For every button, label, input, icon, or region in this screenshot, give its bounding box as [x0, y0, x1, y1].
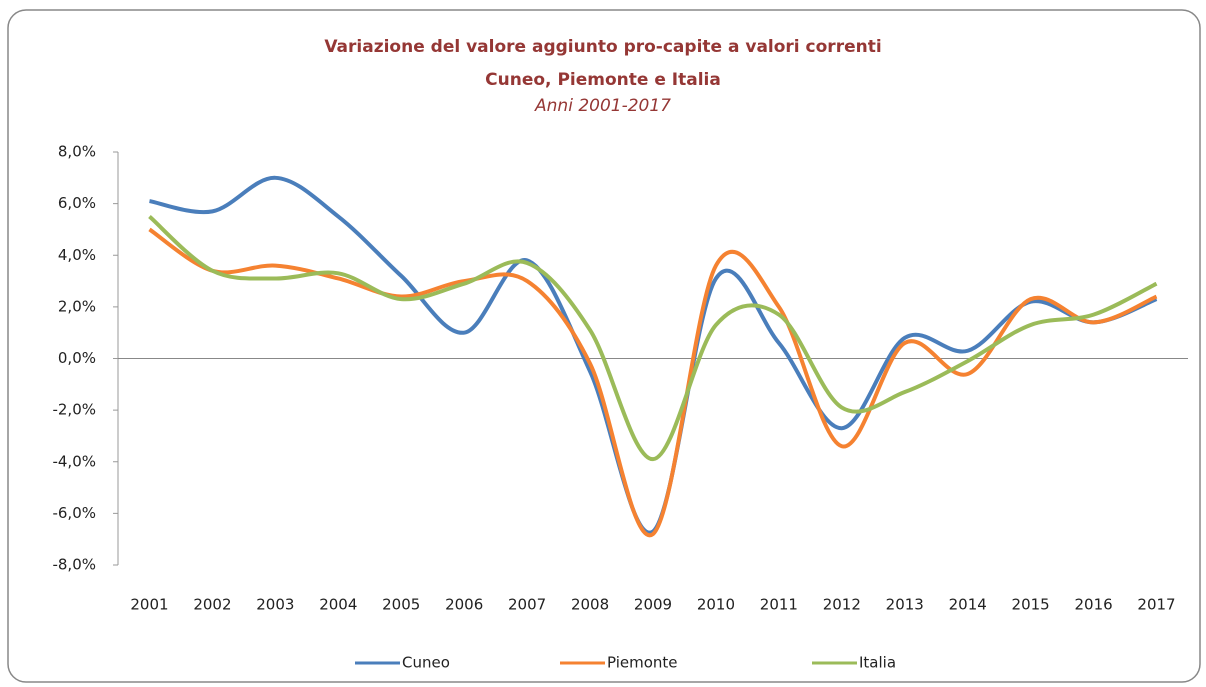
x-tick-label: 2017: [1137, 596, 1175, 614]
x-tick-label: 2009: [634, 596, 672, 614]
y-tick-label: 2,0%: [58, 297, 96, 315]
x-tick-label: 2005: [382, 596, 420, 614]
legend-label: Piemonte: [607, 654, 678, 672]
legend-label: Cuneo: [402, 654, 450, 672]
x-tick-label: 2016: [1074, 596, 1112, 614]
y-tick-label: -8,0%: [52, 556, 96, 574]
x-tick-label: 2008: [571, 596, 609, 614]
x-tick-label: 2002: [193, 596, 231, 614]
series-line: [148, 215, 1158, 462]
y-tick-label: -2,0%: [52, 401, 96, 419]
y-tick-label: 6,0%: [58, 194, 96, 212]
chart-subtitle: Cuneo, Piemonte e Italia: [485, 70, 721, 90]
x-tick-label: 2001: [130, 596, 168, 614]
x-tick-label: 2006: [445, 596, 483, 614]
x-tick-label: 2011: [760, 596, 798, 614]
x-tick-label: 2013: [886, 596, 924, 614]
y-tick-label: 4,0%: [58, 246, 96, 264]
x-tick-label: 2015: [1012, 596, 1050, 614]
x-tick-label: 2012: [823, 596, 861, 614]
x-tick-label: 2007: [508, 596, 546, 614]
y-tick-label: -6,0%: [52, 504, 96, 522]
x-tick-label: 2014: [949, 596, 987, 614]
x-tick-label: 2004: [319, 596, 357, 614]
y-tick-label: -4,0%: [52, 452, 96, 470]
chart-frame: [7, 9, 1201, 683]
series-line: [148, 227, 1158, 538]
x-tick-label: 2010: [697, 596, 735, 614]
chart-period: Anni 2001-2017: [534, 96, 671, 116]
legend-label: Italia: [859, 654, 896, 672]
chart-title: Variazione del valore aggiunto pro-capit…: [324, 37, 881, 57]
y-tick-label: 8,0%: [58, 143, 96, 161]
y-tick-label: 0,0%: [58, 349, 96, 367]
x-tick-label: 2003: [256, 596, 294, 614]
